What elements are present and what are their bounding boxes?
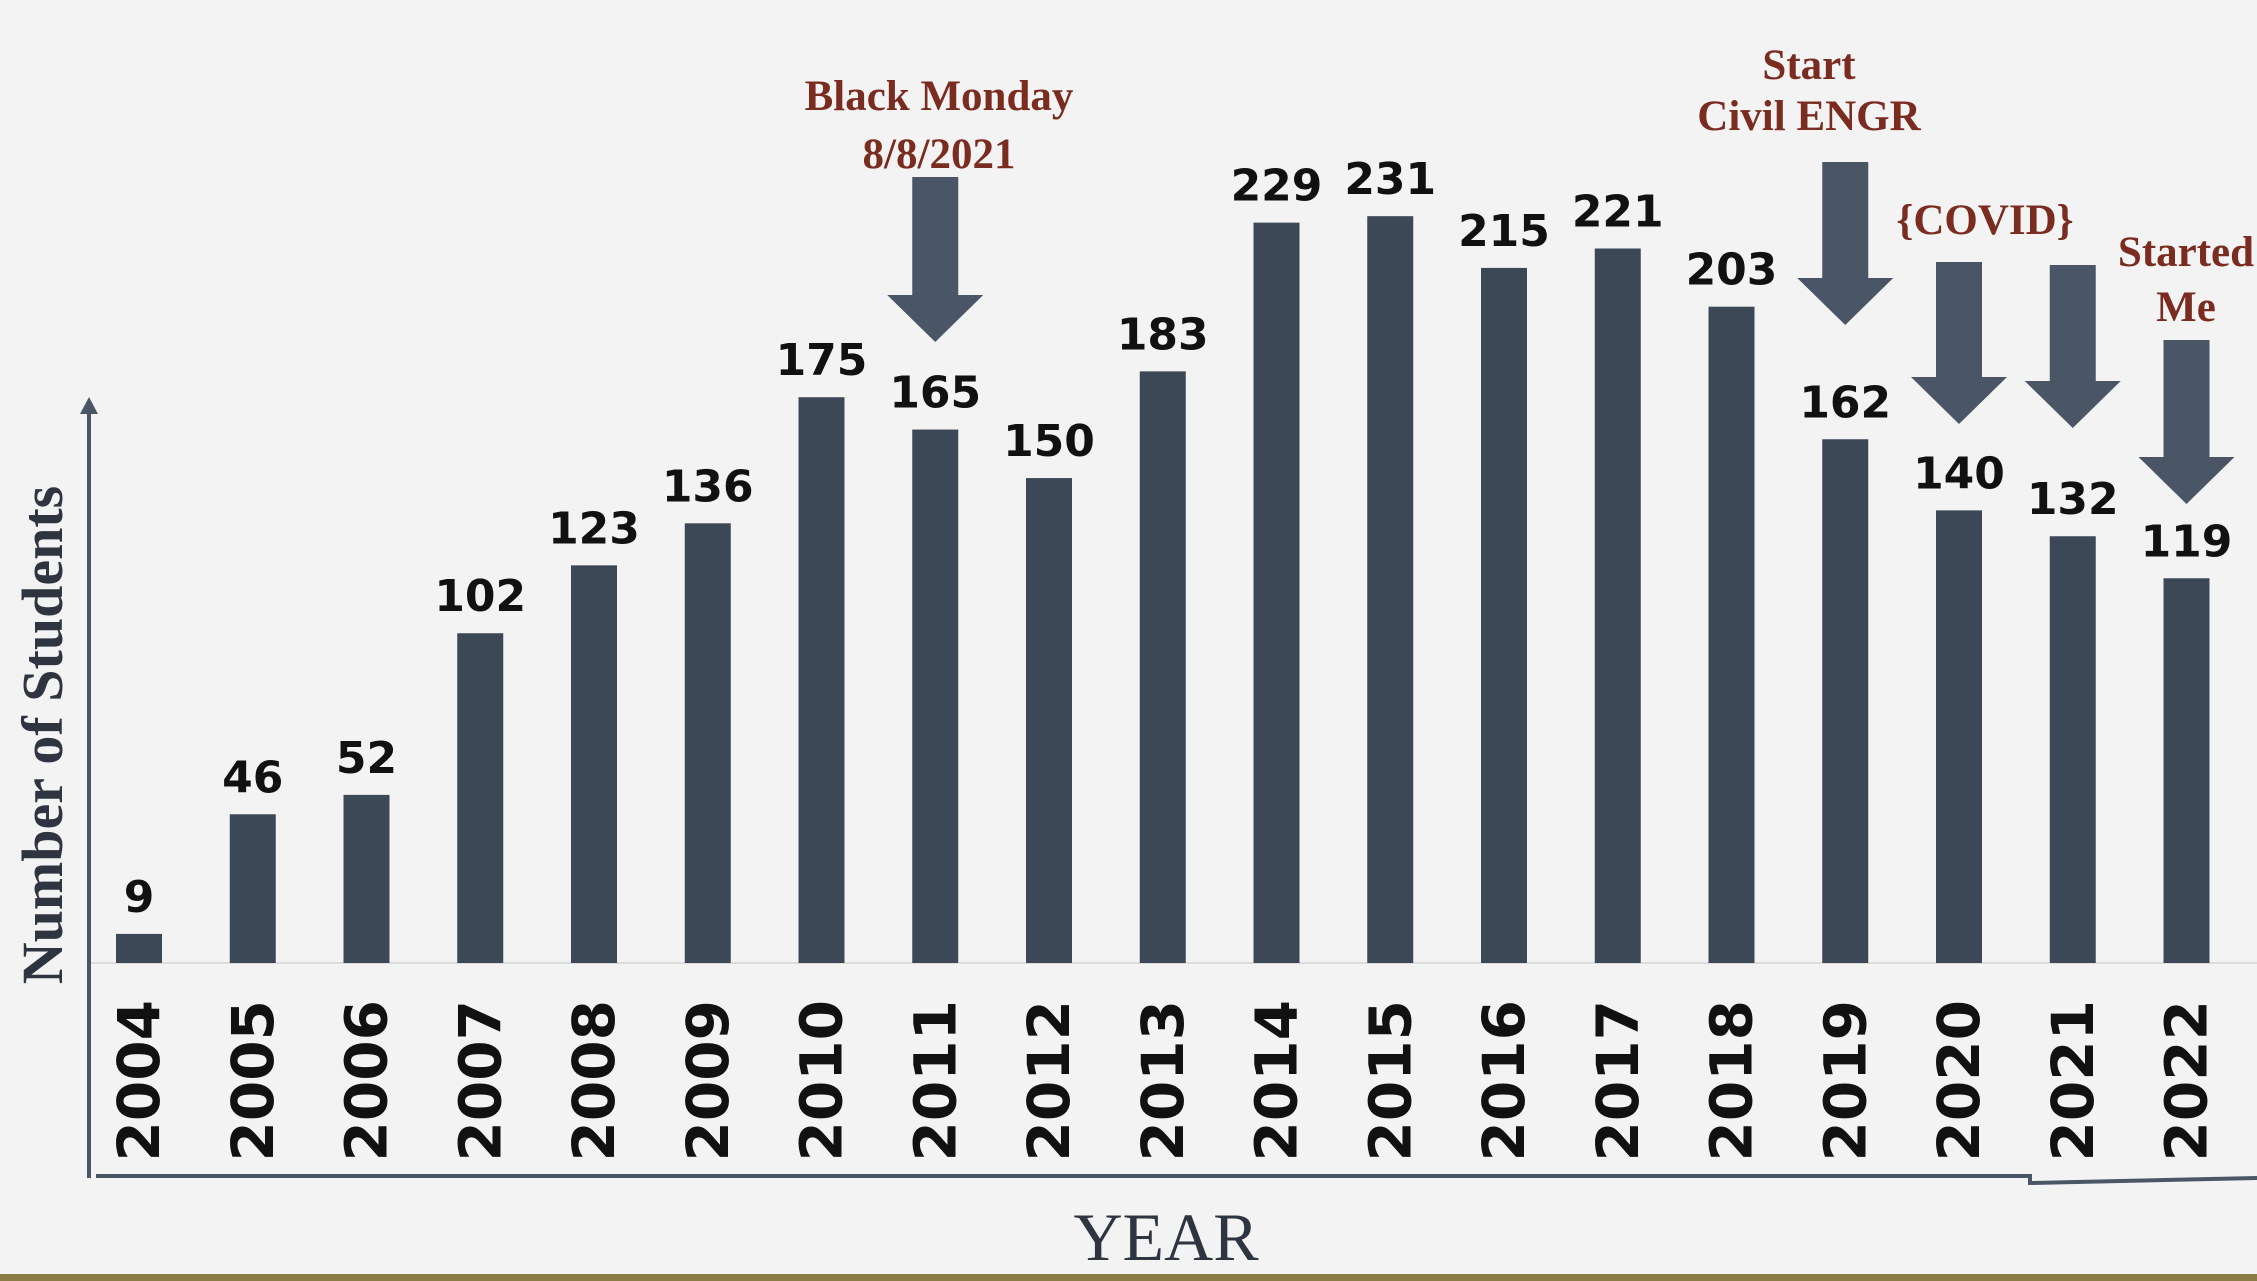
data-label-2004: 9 [124,872,155,923]
bar-2017 [1594,248,1641,963]
bar-2020 [1936,510,1982,963]
x-tick-label-2009: 2009 [674,1000,742,1161]
data-label-2008: 123 [548,503,640,554]
x-tick-label-2020: 2020 [1925,1000,1993,1161]
x-tick-label-2010: 2010 [788,1000,856,1161]
x-tick-label-2022: 2022 [2153,1000,2221,1161]
data-label-2016: 215 [1458,206,1550,257]
annotation-civil-engr-line-1: Start [1762,42,1856,89]
bar-2021 [2049,536,2096,963]
data-label-2012: 150 [1003,416,1095,467]
x-axis-line [96,1174,2257,1186]
x-tick-label-2021: 2021 [2039,1000,2107,1161]
x-tick-label-2017: 2017 [1584,1000,1652,1161]
bottom-rule [0,1274,2257,1281]
y-axis-arrowhead [80,397,98,414]
data-label-2020: 140 [1913,448,2005,499]
data-label-2006: 52 [336,733,397,784]
annotation-started-me-line-2: Me [2156,284,2216,331]
bar-2009 [684,523,731,963]
bar-2006 [343,794,390,963]
bar-2016 [1481,267,1527,963]
data-label-2018: 203 [1686,245,1778,296]
bar-2004 [116,933,162,963]
x-tick-label-2007: 2007 [446,1000,514,1161]
data-label-2014: 229 [1231,161,1323,212]
bar-2012 [1026,478,1072,963]
x-tick-label-2013: 2013 [1129,1000,1197,1161]
x-tick-label-2018: 2018 [1698,1000,1766,1161]
x-tick-label-2014: 2014 [1243,1000,1311,1161]
data-label-2011: 165 [889,368,981,419]
x-tick-label-2005: 2005 [219,1000,287,1161]
annotation-arrow-civil-engr [1797,162,1894,325]
data-label-2009: 136 [662,461,754,512]
annotation-black-monday-line-1: Black Monday [805,73,1074,120]
annotation-arrow-covid-2020 [1911,262,2007,424]
bar-2005 [229,814,276,963]
x-axis-title: YEAR [1073,1199,1259,1275]
data-label-2013: 183 [1117,309,1209,360]
bar-2007 [457,633,504,963]
annotation-arrow-covid-2021 [2024,265,2121,428]
x-tick-label-2004: 2004 [105,1000,173,1161]
bar-2018 [1708,306,1755,963]
x-tick-label-2012: 2012 [1015,1000,1083,1161]
data-label-2019: 162 [1799,377,1891,428]
annotation-civil-engr-line-2: Civil ENGR [1697,93,1921,140]
bar-2008 [571,565,617,963]
annotation-started-me-line-1: Started [2118,229,2254,276]
data-label-2022: 119 [2141,516,2233,567]
data-label-2010: 175 [776,335,868,386]
x-tick-label-2006: 2006 [333,1000,401,1161]
annotation-arrow-black-monday [887,177,984,342]
data-label-2021: 132 [2027,474,2119,525]
bar-2010 [798,397,845,964]
data-label-2015: 231 [1344,154,1436,205]
data-label-2005: 46 [222,752,283,803]
bar-2011 [912,429,959,963]
x-tick-label-2011: 2011 [901,1000,969,1161]
data-label-2017: 221 [1572,187,1664,238]
y-axis-title: Number of Students [10,486,75,984]
x-tick-label-2016: 2016 [1470,1000,1538,1161]
bar-2019 [1822,439,1869,963]
annotation-arrow-started-me [2138,340,2235,504]
annotation-covid-line-1: {COVID} [1896,197,2073,244]
bar-2015 [1367,216,1414,963]
bar-2013 [1139,371,1186,964]
annotation-black-monday-line-2: 8/8/2021 [863,131,1016,178]
bar-2014 [1253,222,1300,963]
x-tick-label-2019: 2019 [1811,1000,1879,1161]
x-tick-label-2015: 2015 [1356,1000,1424,1161]
x-tick-label-2008: 2008 [560,1000,628,1161]
bar-2022 [2163,578,2210,963]
data-label-2007: 102 [434,571,526,622]
